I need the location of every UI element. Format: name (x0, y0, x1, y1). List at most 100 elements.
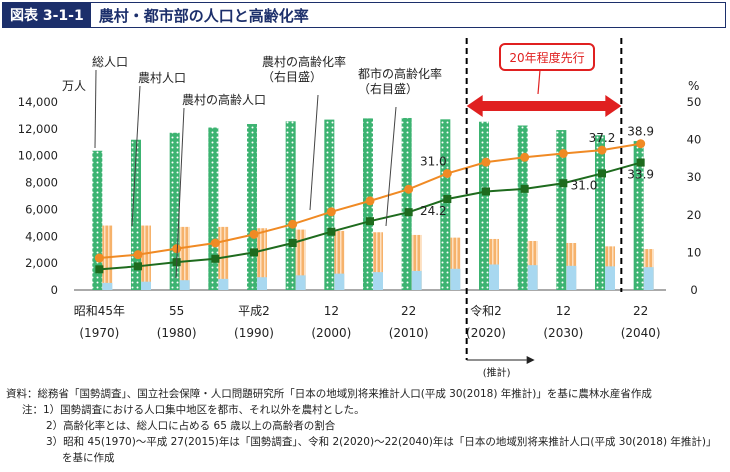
point-rural-aging-rate (210, 238, 220, 248)
lead-callout-box (499, 43, 595, 71)
x-tick-label-year: (1990) (234, 326, 274, 340)
x-tick-label-year: (2020) (466, 326, 506, 340)
estimate-label: (推計) (483, 366, 511, 379)
bar-total-population (401, 117, 412, 290)
lead-arrow-head-left (466, 95, 483, 117)
legend-callout-label: 総人口 (92, 55, 128, 69)
figure-label: 図表 3-1-1 (3, 3, 91, 27)
point-urban-aging-rate (327, 227, 336, 236)
point-urban-aging-rate (482, 187, 490, 196)
bar-total-population (440, 119, 451, 290)
bar-total-population (285, 121, 296, 290)
left-tick-label: 10,000 (18, 149, 58, 163)
left-tick-label: 12,000 (18, 122, 58, 136)
lead-arrow-bar (480, 101, 608, 111)
bar-total-population (479, 121, 489, 291)
legend-callout-label: （右目盛） (358, 81, 418, 96)
data-label: 33.9 (627, 168, 654, 182)
point-rural-aging-rate (94, 253, 104, 263)
left-tick-label: 8,000 (25, 176, 58, 190)
point-urban-aging-rate (250, 248, 258, 257)
bar-rural-elderly-population (527, 265, 538, 290)
right-tick-label: 0 (690, 283, 697, 297)
x-tick-label-year: (2040) (621, 326, 661, 340)
x-tick-label-year: (2010) (389, 326, 429, 340)
right-tick-label: 40 (687, 133, 702, 147)
bar-rural-population (141, 225, 151, 290)
x-tick-label-year: (2000) (311, 326, 351, 340)
bar-total-population (247, 124, 257, 290)
bar-total-population (324, 119, 335, 290)
legend-callout-leader (385, 106, 397, 227)
bar-rural-elderly-population (179, 280, 190, 290)
bar-rural-elderly-population (489, 264, 499, 290)
legend-callout-leader (175, 107, 185, 279)
right-tick-label: 30 (687, 170, 702, 184)
bar-rural-elderly-population (257, 277, 267, 290)
point-rural-aging-rate (520, 152, 530, 162)
note-3-cont: を基に作成 (62, 452, 115, 464)
legend-callout-leader (131, 85, 141, 227)
data-label: 31.0 (571, 178, 598, 192)
x-tick-label-year: (1980) (157, 326, 197, 340)
point-urban-aging-rate (636, 158, 645, 167)
x-tick-label: 平成2 (238, 304, 270, 318)
bar-total-population (208, 127, 219, 290)
bar-rural-elderly-population (566, 265, 577, 290)
chart-svg: 万人 % 0 2,000 4,000 6,000 8,000 10,000 12,000 14,0… (18, 38, 702, 379)
bar-rural-population (373, 232, 383, 290)
note-2: 2）高齢化率とは、総人口に占める 65 歳以上の高齢者の割合 (46, 420, 336, 432)
point-urban-aging-rate (366, 217, 374, 226)
point-rural-aging-rate (481, 157, 491, 167)
x-tick-label: 55 (169, 304, 184, 318)
left-axis-unit: 万人 (62, 79, 86, 93)
point-rural-aging-rate (558, 149, 568, 159)
point-urban-aging-rate (288, 239, 297, 247)
legend-callout-leader (309, 94, 319, 211)
point-rural-aging-rate (636, 139, 646, 149)
estimate-arrow-head (526, 356, 535, 364)
legend-callout-label: 農村の高齢人口 (182, 92, 266, 107)
lead-arrow-head-right (605, 95, 622, 117)
point-rural-aging-rate (249, 229, 259, 239)
left-tick-label: 6,000 (25, 202, 58, 216)
bar-rural-population (450, 237, 461, 290)
legend-callout-label: （右目盛） (262, 69, 322, 84)
x-tick-label: 令和2 (470, 303, 502, 318)
lead-callout-pointer (537, 69, 541, 95)
point-urban-aging-rate (443, 195, 452, 204)
x-tick-label: 22 (633, 304, 648, 318)
figure-header: 図表 3-1-1 農村・都市部の人口と高齢化率 (2, 2, 726, 28)
point-rural-aging-rate (288, 219, 298, 229)
point-urban-aging-rate (520, 184, 529, 193)
x-tick-label-year: (1970) (79, 326, 119, 340)
left-tick-label: 2,000 (25, 256, 58, 270)
bar-total-population (131, 139, 141, 290)
bar-rural-population (334, 230, 345, 290)
bar-rural-population (257, 228, 267, 290)
bar-rural-elderly-population (605, 266, 615, 290)
bar-rural-population (411, 234, 422, 290)
right-tick-label: 20 (687, 208, 702, 222)
point-rural-aging-rate (442, 168, 452, 178)
right-axis-unit: % (688, 79, 699, 93)
point-rural-aging-rate (597, 145, 607, 155)
bar-rural-elderly-population (102, 282, 113, 290)
x-tick-label: 12 (324, 304, 339, 318)
point-urban-aging-rate (404, 208, 413, 217)
data-label: 37.2 (589, 131, 616, 145)
x-tick-label: 22 (401, 304, 416, 318)
bar-rural-elderly-population (141, 281, 151, 290)
bar-total-population (556, 130, 567, 290)
note-1: 注：1）国勢調査における人口集中地区を都市、それ以外を農村とした。 (22, 404, 365, 416)
bar-rural-elderly-population (295, 275, 306, 290)
bar-rural-population (295, 229, 306, 290)
right-tick-label: 10 (687, 245, 702, 259)
point-rural-aging-rate (172, 244, 182, 254)
point-urban-aging-rate (134, 262, 142, 271)
bar-rural-elderly-population (643, 267, 654, 290)
data-label: 31.0 (420, 154, 447, 168)
bar-rural-elderly-population (218, 278, 229, 290)
lead-callout-text: 20年程度先行 (509, 50, 584, 65)
legend-callout-label: 農村の高齢化率 (262, 54, 346, 69)
